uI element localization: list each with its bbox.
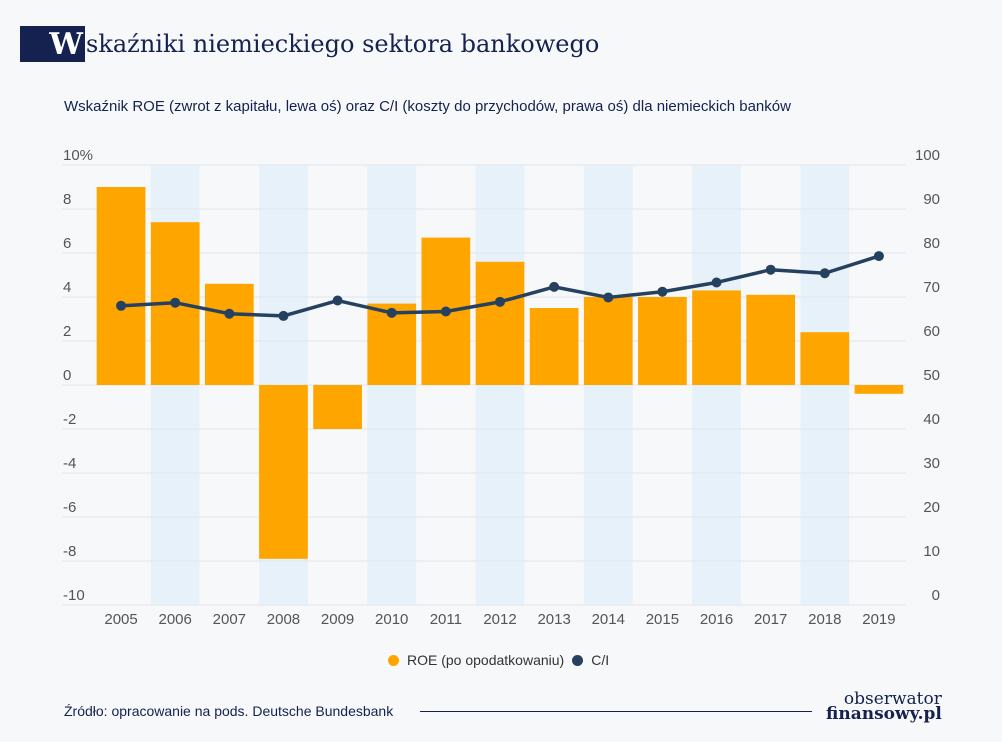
x-axis-tick: 2014 [592,611,625,628]
left-axis-tick: -10 [63,587,85,604]
ci-point-2007 [224,308,235,319]
right-axis-tick: 40 [923,411,940,428]
x-axis-tick: 2019 [862,611,895,628]
roe-bar-2005 [96,187,146,385]
right-axis-tick: 60 [923,323,940,340]
left-axis-tick: -4 [63,455,76,472]
ci-point-2008 [278,310,289,321]
right-axis-tick: 100 [915,147,940,164]
left-axis-tick: -2 [63,411,76,428]
legend: ROE (po opodatkowaniu) C/I [388,652,609,668]
footer-divider [420,711,812,712]
right-axis-tick: 70 [923,279,940,296]
right-axis-tick: 50 [923,367,940,384]
left-axis-tick: 0 [63,367,71,384]
right-axis-tick: 10 [923,543,940,560]
right-axis-tick: 20 [923,499,940,516]
x-axis-tick: 2016 [700,611,733,628]
roe-bar-2015 [638,297,687,385]
right-axis-tick: 80 [923,235,940,252]
roe-bar-2019 [854,385,904,394]
left-axis-tick: 4 [63,279,71,296]
ci-point-2014 [603,292,614,303]
logo: obserwator finansowy.pl [826,689,942,724]
roe-bar-2017 [746,294,796,385]
ci-point-2017 [765,264,776,275]
logo-line1: obserwator [843,689,942,709]
right-axis-tick: 30 [923,455,940,472]
roe-bar-2016 [692,290,741,385]
roe-bar-2013 [529,308,579,385]
x-axis-tick: 2013 [537,611,570,628]
legend-roe-marker [388,654,399,666]
ci-point-2018 [819,268,830,279]
title-text: skaźniki niemieckiego sektora bankowego [86,30,600,58]
ci-point-2011 [440,306,451,317]
roe-bar-2014 [583,297,633,385]
legend-ci-label: C/I [591,652,610,668]
logo-line2: finansowy.pl [826,704,942,724]
left-axis-tick: 10% [63,147,93,164]
left-axis-tick: -8 [63,543,76,560]
left-axis-tick: 6 [63,235,71,252]
right-axis-tick: 90 [923,191,940,208]
x-axis-tick: 2015 [646,611,679,628]
right-axis-tick: 0 [932,587,940,604]
ci-point-2010 [386,307,397,318]
ci-point-2005 [116,300,127,311]
ci-point-2015 [657,286,668,297]
source-note: Źródło: opracowanie na pods. Deutsche Bu… [64,703,394,719]
ci-point-2012 [495,296,505,307]
legend-roe-label: ROE (po opodatkowaniu) [407,652,565,668]
ci-point-2019 [873,251,884,262]
title-initial: W [49,26,83,62]
legend-ci-marker [572,654,584,666]
x-axis-tick: 2010 [375,611,408,628]
title-block: W [20,26,85,62]
left-axis-tick: 2 [63,323,71,340]
ci-point-2016 [711,277,722,288]
roe-bar-2007 [204,283,254,385]
x-axis-tick: 2007 [213,611,246,628]
ci-point-2009 [332,295,343,306]
ci-point-2013 [549,281,560,292]
x-axis-tick: 2005 [104,611,137,628]
roe-bar-2012 [475,261,525,385]
x-axis-tick: 2018 [808,611,841,628]
x-axis-tick: 2012 [483,611,516,628]
roe-bar-2018 [800,332,850,385]
x-axis-tick: 2006 [159,611,192,628]
roe-bar-2008 [259,385,308,559]
left-axis-tick: -6 [63,499,76,516]
roe-bar-2009 [313,385,362,429]
x-axis-tick: 2011 [430,611,462,628]
x-axis-tick: 2008 [267,611,300,628]
ci-point-2006 [170,297,181,308]
chart-subtitle: Wskaźnik ROE (zwrot z kapitału, lewa oś)… [64,98,791,115]
x-axis-tick: 2009 [321,611,354,628]
page-title: W skaźniki niemieckiego sektora bankoweg… [20,24,599,64]
x-axis-tick: 2017 [754,611,787,628]
left-axis-tick: 8 [63,191,71,208]
